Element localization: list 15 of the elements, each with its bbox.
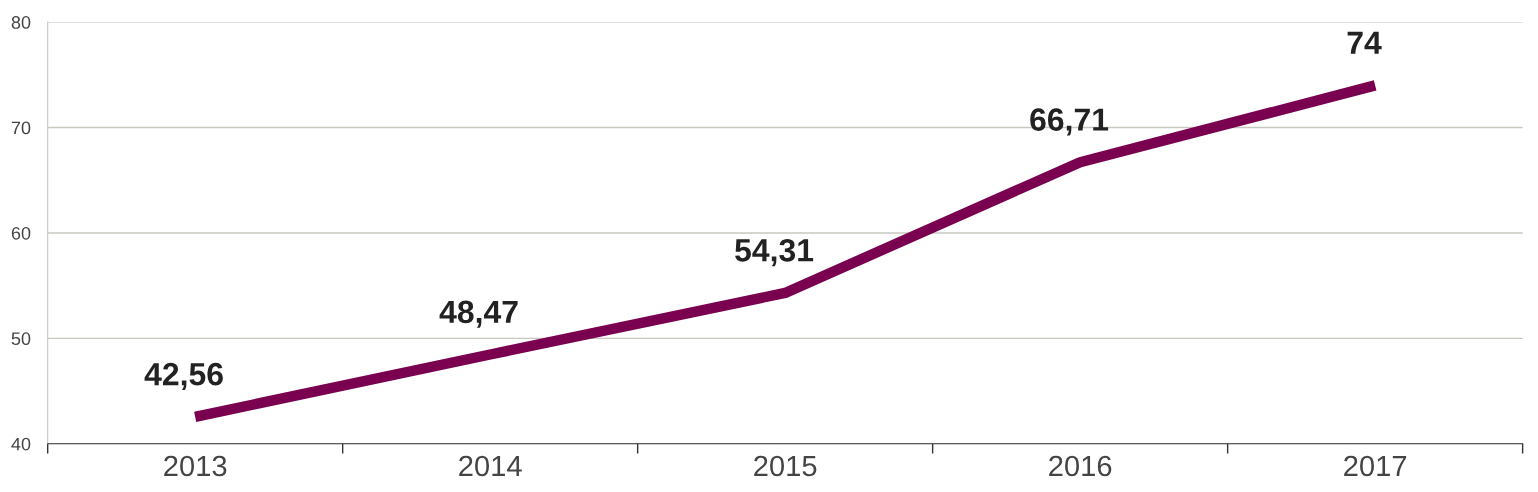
y-tick-label: 50: [11, 332, 31, 346]
data-label: 66,71: [1030, 108, 1109, 136]
data-label: 48,47: [439, 300, 518, 328]
x-tick-label: 2015: [754, 455, 817, 477]
data-label: 42,56: [144, 362, 223, 391]
x-tick-label: 2017: [1344, 455, 1407, 477]
y-tick-label: 40: [11, 437, 31, 451]
y-tick-label: 60: [11, 226, 31, 240]
y-tick-label: 70: [11, 121, 31, 135]
x-tick-label: 2013: [164, 455, 227, 477]
data-label: 54,31: [735, 239, 814, 267]
data-label: 74: [1347, 31, 1382, 54]
x-tick-label: 2016: [1049, 455, 1112, 477]
y-tick-label: 80: [11, 16, 31, 29]
x-tick-label: 2014: [459, 455, 522, 477]
